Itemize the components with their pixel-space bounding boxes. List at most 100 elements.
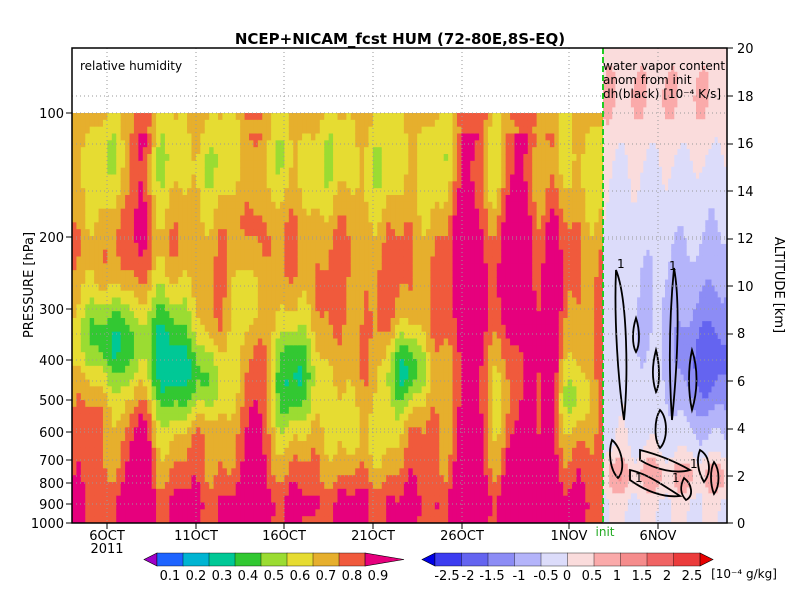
rh-cell <box>213 113 219 121</box>
rh-cell <box>76 509 82 517</box>
rh-cell <box>279 413 285 422</box>
rh-cell <box>417 379 423 387</box>
rh-cell <box>341 365 347 374</box>
rh-cell <box>337 454 343 463</box>
rh-cell <box>399 318 405 326</box>
rh-cell <box>328 502 334 510</box>
rh-cell <box>417 413 423 422</box>
rh-cell <box>244 270 250 278</box>
rh-cell <box>434 386 440 394</box>
rh-cell <box>76 345 82 353</box>
rh-cell <box>262 229 268 237</box>
rh-cell <box>377 482 383 490</box>
rh-cell <box>390 345 396 353</box>
rh-cell <box>426 482 432 490</box>
rh-cell <box>368 242 374 251</box>
rh-cell <box>350 441 356 449</box>
rh-cell <box>434 174 440 182</box>
rh-cell <box>244 406 250 415</box>
rh-cell <box>284 359 290 367</box>
rh-cell <box>244 297 250 305</box>
rh-cell <box>85 160 91 169</box>
rh-cell <box>204 222 210 230</box>
rh-cell <box>182 304 188 312</box>
rh-cell <box>315 119 321 128</box>
rh-cell <box>72 208 78 217</box>
rh-cell <box>249 160 255 169</box>
rh-cell <box>426 468 432 476</box>
rh-cell <box>102 345 108 353</box>
rh-cell <box>337 277 343 285</box>
rh-cell <box>372 495 378 504</box>
rh-cell <box>209 393 215 401</box>
rh-cell <box>372 297 378 305</box>
rh-cell <box>138 242 144 251</box>
rh-cell <box>426 174 432 182</box>
rh-cell <box>187 256 193 264</box>
rh-cell <box>386 154 392 162</box>
rh-cell <box>279 113 285 121</box>
rh-cell <box>421 488 427 497</box>
rh-cell <box>412 277 418 285</box>
rh-cell <box>160 400 166 408</box>
rh-cell <box>350 324 356 333</box>
rh-cell <box>204 140 210 148</box>
rh-cell <box>147 249 153 258</box>
rh-cell <box>142 359 148 367</box>
rh-cell <box>209 277 215 285</box>
rh-cell <box>262 147 268 155</box>
rh-cell <box>125 256 131 264</box>
rh-cell <box>129 400 135 408</box>
rh-cell <box>377 119 383 128</box>
rh-cell <box>293 386 299 394</box>
rh-cell <box>200 352 206 360</box>
rh-cell <box>209 488 215 497</box>
rh-cell <box>364 365 370 374</box>
rh-cell <box>253 263 259 271</box>
rh-cell <box>98 113 104 121</box>
rh-cell <box>364 482 370 490</box>
rh-cell <box>421 195 427 203</box>
rh-cell <box>98 365 104 374</box>
rh-cell <box>129 427 135 435</box>
rh-cell <box>284 201 290 210</box>
rh-cell <box>350 516 356 523</box>
rh-cell <box>102 495 108 504</box>
rh-cell <box>324 160 330 169</box>
rh-cell <box>178 324 184 333</box>
rh-cell <box>160 434 166 442</box>
rh-cell <box>399 113 405 121</box>
rh-cell <box>417 311 423 319</box>
rh-cell <box>266 249 272 258</box>
rh-cell <box>386 242 392 251</box>
rh-cell <box>430 400 436 408</box>
rh-cell <box>80 154 86 162</box>
rh-cell <box>222 400 228 408</box>
rh-cell <box>350 154 356 162</box>
rh-cell <box>341 229 347 237</box>
rh-cell <box>142 195 148 203</box>
rh-cell <box>319 133 325 141</box>
rh-cell <box>120 188 126 196</box>
rh-cell <box>279 188 285 196</box>
rh-cell <box>421 147 427 155</box>
rh-cell <box>235 242 241 251</box>
rh-cell <box>253 113 259 121</box>
rh-cell <box>213 249 219 258</box>
rh-cell <box>147 400 153 408</box>
rh-cell <box>430 201 436 210</box>
rh-cell <box>297 386 303 394</box>
rh-cell <box>346 119 352 128</box>
rh-cell <box>209 181 215 189</box>
rh-cell <box>85 434 91 442</box>
rh-cell <box>151 338 157 346</box>
rh-cell <box>408 270 414 278</box>
rh-cell <box>262 413 268 422</box>
rh-cell <box>284 427 290 435</box>
rh-cell <box>279 229 285 237</box>
rh-cell <box>98 188 104 196</box>
rh-cell <box>226 447 232 456</box>
rh-cell <box>244 154 250 162</box>
rh-cell <box>355 119 361 128</box>
rh-cell <box>315 270 321 278</box>
